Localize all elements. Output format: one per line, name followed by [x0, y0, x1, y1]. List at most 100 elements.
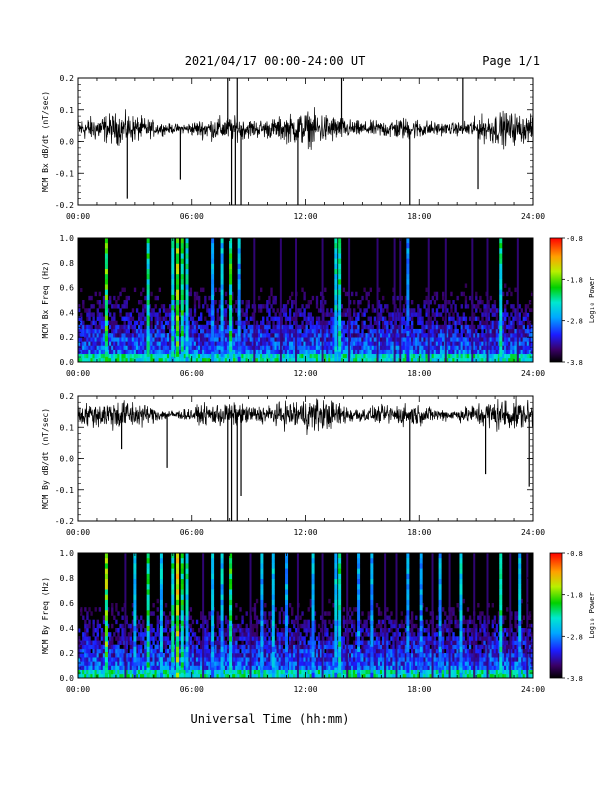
spectrogram-cell	[200, 287, 203, 293]
spectrogram-cell	[135, 320, 139, 326]
spectrogram-bright-column	[499, 341, 503, 347]
spectrogram-cell	[344, 357, 348, 362]
spectrogram-bright-column	[220, 284, 224, 290]
spectrogram-cell	[204, 665, 207, 670]
spectrogram-cell	[166, 357, 170, 362]
spectrogram-cell	[278, 611, 281, 616]
spectrogram-cell	[231, 357, 234, 362]
spectrogram-cell	[179, 632, 182, 637]
spectrogram-bright-column	[211, 248, 215, 254]
spectrogram-cell	[226, 648, 230, 654]
spectrogram-cell	[268, 640, 271, 645]
spectrogram-cell	[255, 636, 259, 641]
spectrogram-cell	[479, 308, 482, 313]
spectrogram-cell	[106, 648, 110, 654]
spectrogram-cell	[115, 328, 118, 334]
spectrogram-cell	[423, 341, 426, 346]
spectrogram-cell	[164, 665, 168, 670]
spectrogram-cell	[197, 640, 201, 645]
spectrogram-bright-column	[338, 248, 342, 254]
spectrogram-cell	[522, 345, 526, 350]
spectrogram-cell	[152, 603, 155, 608]
spectrogram-cell	[278, 357, 281, 362]
spectrogram-cell	[90, 320, 93, 326]
spectrogram-cell	[98, 661, 102, 666]
spectrogram-cell	[288, 308, 292, 313]
spectrogram-cell	[150, 611, 153, 616]
spectrogram-cell	[109, 353, 112, 359]
spectrogram-cell	[247, 661, 250, 666]
spectrogram-cell	[282, 661, 286, 666]
spectrogram-bright-column	[180, 263, 184, 270]
spectrogram-cell	[125, 324, 128, 330]
spectrogram-cell	[415, 337, 418, 342]
spectrogram-cell	[452, 345, 455, 350]
spectrogram-cell	[357, 300, 360, 305]
spectrogram-cell	[251, 665, 255, 670]
spectrogram-cell	[311, 333, 315, 338]
spectrogram-bright-column	[406, 294, 410, 301]
spectrogram-cell	[276, 337, 279, 342]
spectrogram-cell	[86, 623, 89, 629]
spectrogram-cell	[131, 337, 135, 342]
spectrogram-cell	[131, 648, 135, 654]
spectrogram-cell	[253, 644, 257, 650]
spectrogram-cell	[235, 657, 238, 662]
spectrogram-cell	[195, 661, 199, 666]
spectrogram-cell	[508, 349, 511, 355]
spectrogram-cell	[425, 345, 428, 350]
spectrogram-cell	[404, 328, 408, 334]
spectrogram-cell	[154, 316, 157, 321]
spectrogram-cell	[512, 345, 515, 350]
spectrogram-cell	[191, 353, 195, 359]
spectrogram-cell	[78, 669, 81, 675]
spectrogram-cell	[344, 308, 348, 313]
spectrogram-cell	[96, 312, 99, 317]
spectrogram-cell	[276, 353, 279, 359]
spectrogram-cell	[80, 653, 83, 658]
spectrogram-cell	[193, 312, 197, 317]
spectrogram-cell	[154, 357, 157, 362]
spectrogram-cell	[216, 312, 219, 317]
spectrogram-cell	[235, 615, 238, 620]
spectrogram-cell	[135, 665, 139, 670]
spectrogram-cell	[303, 295, 306, 301]
spectrogram-cell	[396, 345, 399, 350]
spectrogram-cell	[421, 357, 424, 362]
spectrogram-cell	[346, 349, 350, 355]
spectrogram-cell	[129, 653, 133, 658]
spectrogram-cell	[288, 353, 292, 359]
spectrogram-bright-column	[237, 238, 241, 244]
spectrogram-cell	[460, 337, 463, 342]
spectrogram-bright-column	[237, 284, 241, 290]
spectrogram-cell	[291, 611, 294, 616]
spectrogram-cell	[433, 300, 437, 305]
spectrogram-bright-column	[146, 341, 150, 347]
spectrogram-cell	[119, 291, 122, 297]
spectrogram-cell	[357, 357, 360, 362]
spectrogram-cell	[160, 316, 164, 321]
spectrogram-cell	[137, 636, 141, 641]
spectrogram-bright-column	[211, 310, 215, 316]
spectrogram-cell	[286, 673, 290, 678]
spectrogram-cell	[144, 349, 147, 355]
spectrogram-cell	[117, 640, 120, 645]
spectrogram-cell	[522, 353, 526, 359]
spectrogram-cell	[433, 312, 437, 317]
spectrogram-cell	[299, 353, 302, 359]
spectrogram-cell	[166, 619, 170, 625]
spectrogram-cell	[433, 357, 437, 362]
spectrogram-cell	[123, 324, 126, 330]
spectrogram-bright-column	[146, 238, 150, 244]
spectrogram-cell	[423, 345, 426, 350]
spectrogram-cell	[231, 636, 234, 641]
spectrogram-cell	[346, 308, 350, 313]
y-axis-label: MCM Bx dB/dt (nT/sec)	[41, 91, 50, 192]
spectrogram-cell	[131, 665, 135, 670]
spectrogram-cell	[166, 653, 170, 658]
spectrogram-cell	[142, 665, 145, 670]
spectrogram-cell	[330, 357, 333, 362]
spectrogram-cell	[268, 308, 271, 313]
spectrogram-bright-column	[211, 269, 215, 275]
